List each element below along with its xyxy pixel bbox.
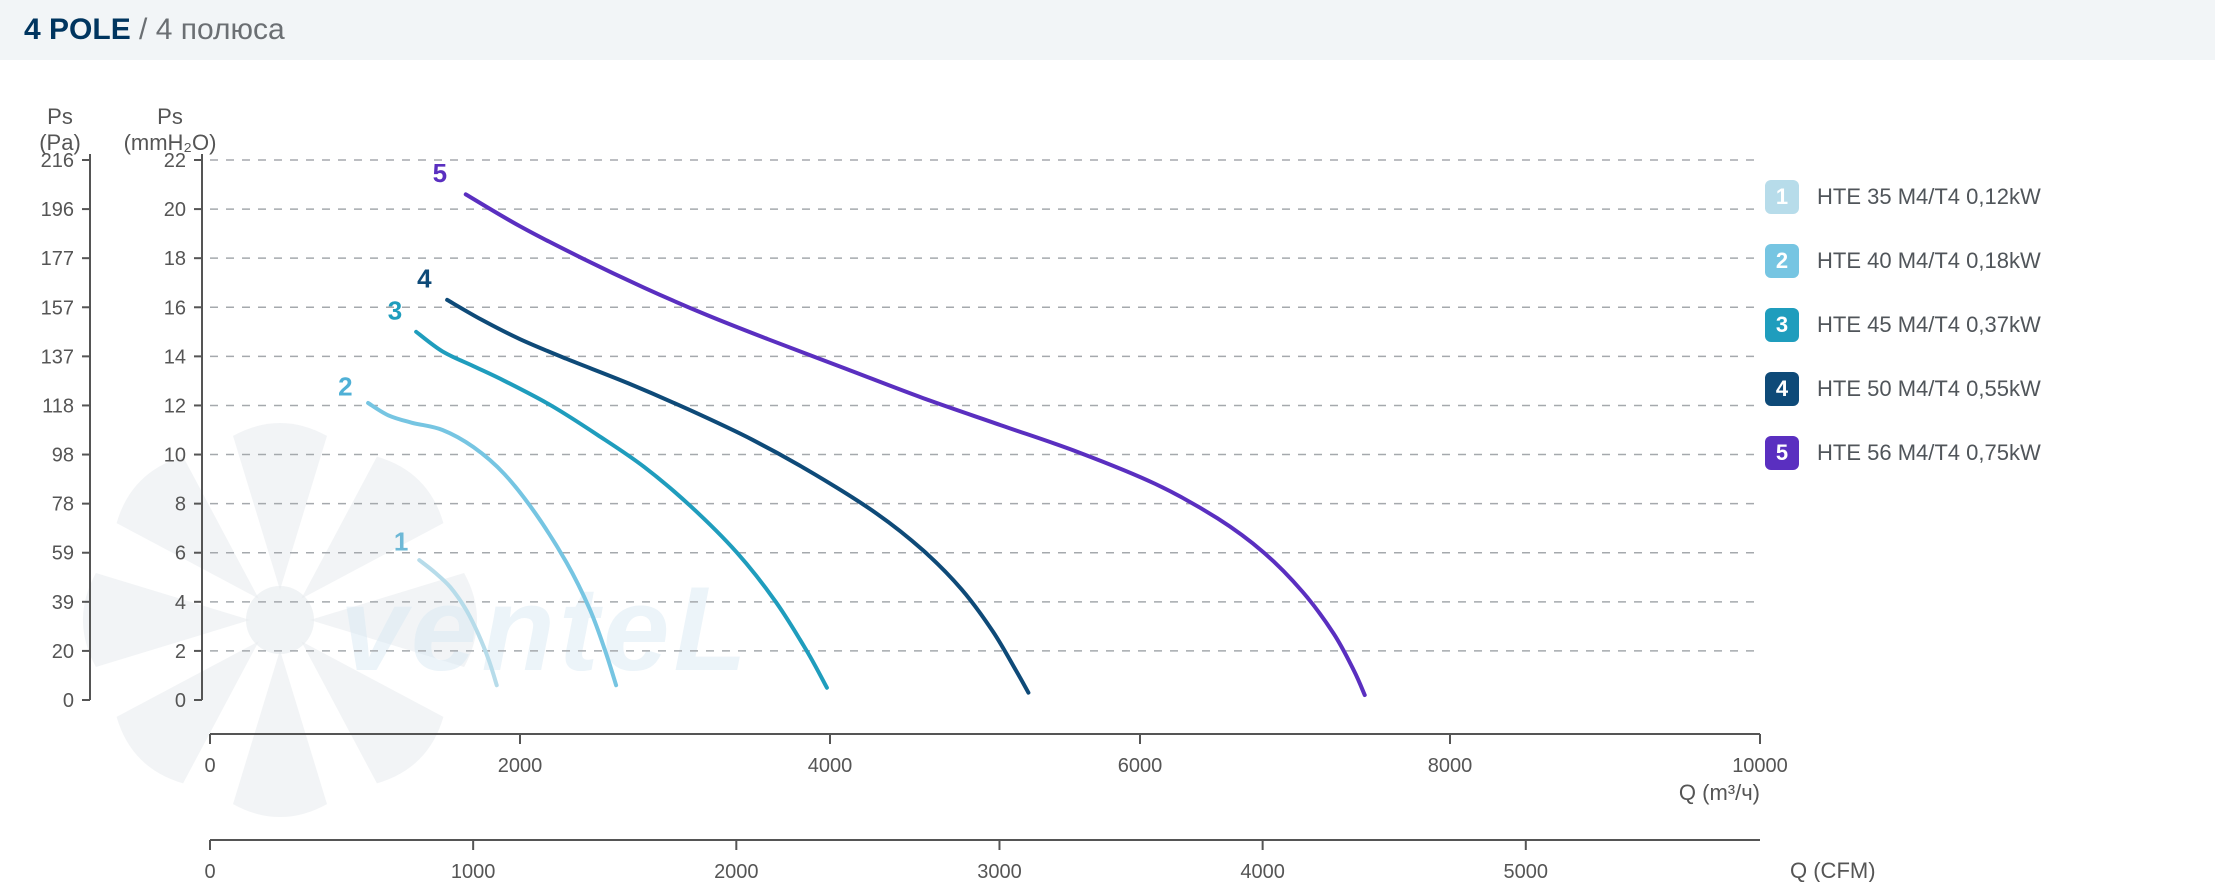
title-strong: 4 POLE	[24, 13, 131, 46]
y-mm-tick: 6	[175, 543, 186, 565]
svg-text:venteL: venteL	[340, 562, 751, 696]
legend-swatch: 2	[1765, 244, 1799, 278]
title-sep: /	[131, 13, 156, 46]
legend-swatch: 4	[1765, 372, 1799, 406]
y-mm-tick: 8	[175, 494, 186, 516]
watermark: venteL	[83, 423, 751, 817]
title-rest: 4 полюса	[156, 13, 285, 46]
x2-tick: 4000	[1240, 861, 1285, 882]
legend-label: HTE 40 M4/T4 0,18kW	[1817, 248, 2041, 274]
legend-label: HTE 35 M4/T4 0,12kW	[1817, 184, 2041, 210]
x1-tick: 2000	[498, 755, 543, 777]
y-pa-tick: 137	[41, 346, 74, 368]
y-pa-tick: 39	[52, 592, 74, 614]
legend-swatch: 3	[1765, 308, 1799, 342]
chart-area: venteL0020239459678898101181213714157161…	[0, 60, 2215, 882]
legend-item-4: 4 HTE 50 M4/T4 0,55kW	[1765, 372, 2125, 406]
x2-tick: 5000	[1504, 861, 1549, 882]
legend-item-2: 2 HTE 40 M4/T4 0,18kW	[1765, 244, 2125, 278]
legend-swatch: 1	[1765, 180, 1799, 214]
y-mm-tick: 12	[164, 395, 186, 417]
y-pa-tick: 157	[41, 297, 74, 319]
x1-tick: 10000	[1732, 755, 1788, 777]
curve-label-1: 1	[394, 526, 408, 556]
x2-tick: 0	[204, 861, 215, 882]
legend-item-5: 5 HTE 56 M4/T4 0,75kW	[1765, 436, 2125, 470]
y-pa-tick: 78	[52, 494, 74, 516]
y-pa-tick: 118	[42, 395, 74, 417]
legend-item-1: 1 HTE 35 M4/T4 0,12kW	[1765, 180, 2125, 214]
y-mm-tick: 10	[164, 445, 186, 467]
y-pa-title-2: (Pa)	[39, 130, 81, 155]
x2-tick: 2000	[714, 861, 759, 882]
y-pa-tick: 20	[52, 641, 74, 663]
legend-item-3: 3 HTE 45 M4/T4 0,37kW	[1765, 308, 2125, 342]
y-pa-tick: 98	[52, 445, 74, 467]
x1-tick: 4000	[808, 755, 853, 777]
x1-title: Q (m³/ч)	[1679, 780, 1760, 805]
y-mm-tick: 20	[164, 199, 186, 221]
legend: 1 HTE 35 M4/T4 0,12kW 2 HTE 40 M4/T4 0,18kW…	[1765, 180, 2125, 500]
y-mm-tick: 18	[164, 248, 186, 270]
legend-label: HTE 45 M4/T4 0,37kW	[1817, 312, 2041, 338]
y-mm-title-1: Ps	[157, 104, 183, 129]
x2-tick: 3000	[977, 861, 1022, 882]
curve-label-3: 3	[388, 296, 402, 326]
y-pa-tick: 177	[41, 248, 74, 270]
x2-title: Q (CFM)	[1790, 858, 1876, 882]
x1-tick: 6000	[1118, 755, 1163, 777]
y-pa-title-1: Ps	[47, 104, 73, 129]
legend-label: HTE 50 M4/T4 0,55kW	[1817, 376, 2041, 402]
y-mm-tick: 0	[175, 690, 186, 712]
y-mm-title-2: (mmH₂O)	[124, 130, 217, 155]
x1-tick: 8000	[1428, 755, 1473, 777]
curve-label-2: 2	[338, 372, 352, 402]
curve-label-4: 4	[417, 264, 432, 294]
y-pa-tick: 59	[52, 543, 74, 565]
y-pa-tick: 0	[63, 690, 74, 712]
y-mm-tick: 4	[175, 592, 186, 614]
x2-tick: 1000	[451, 861, 496, 882]
legend-swatch: 5	[1765, 436, 1799, 470]
y-pa-tick: 196	[41, 199, 74, 221]
x1-tick: 0	[204, 755, 215, 777]
y-mm-tick: 16	[164, 297, 186, 319]
legend-label: HTE 56 M4/T4 0,75kW	[1817, 440, 2041, 466]
y-mm-tick: 2	[175, 641, 186, 663]
y-mm-tick: 14	[164, 346, 186, 368]
title-bar: 4 POLE / 4 полюса	[0, 0, 2215, 60]
curve-label-5: 5	[433, 158, 447, 188]
